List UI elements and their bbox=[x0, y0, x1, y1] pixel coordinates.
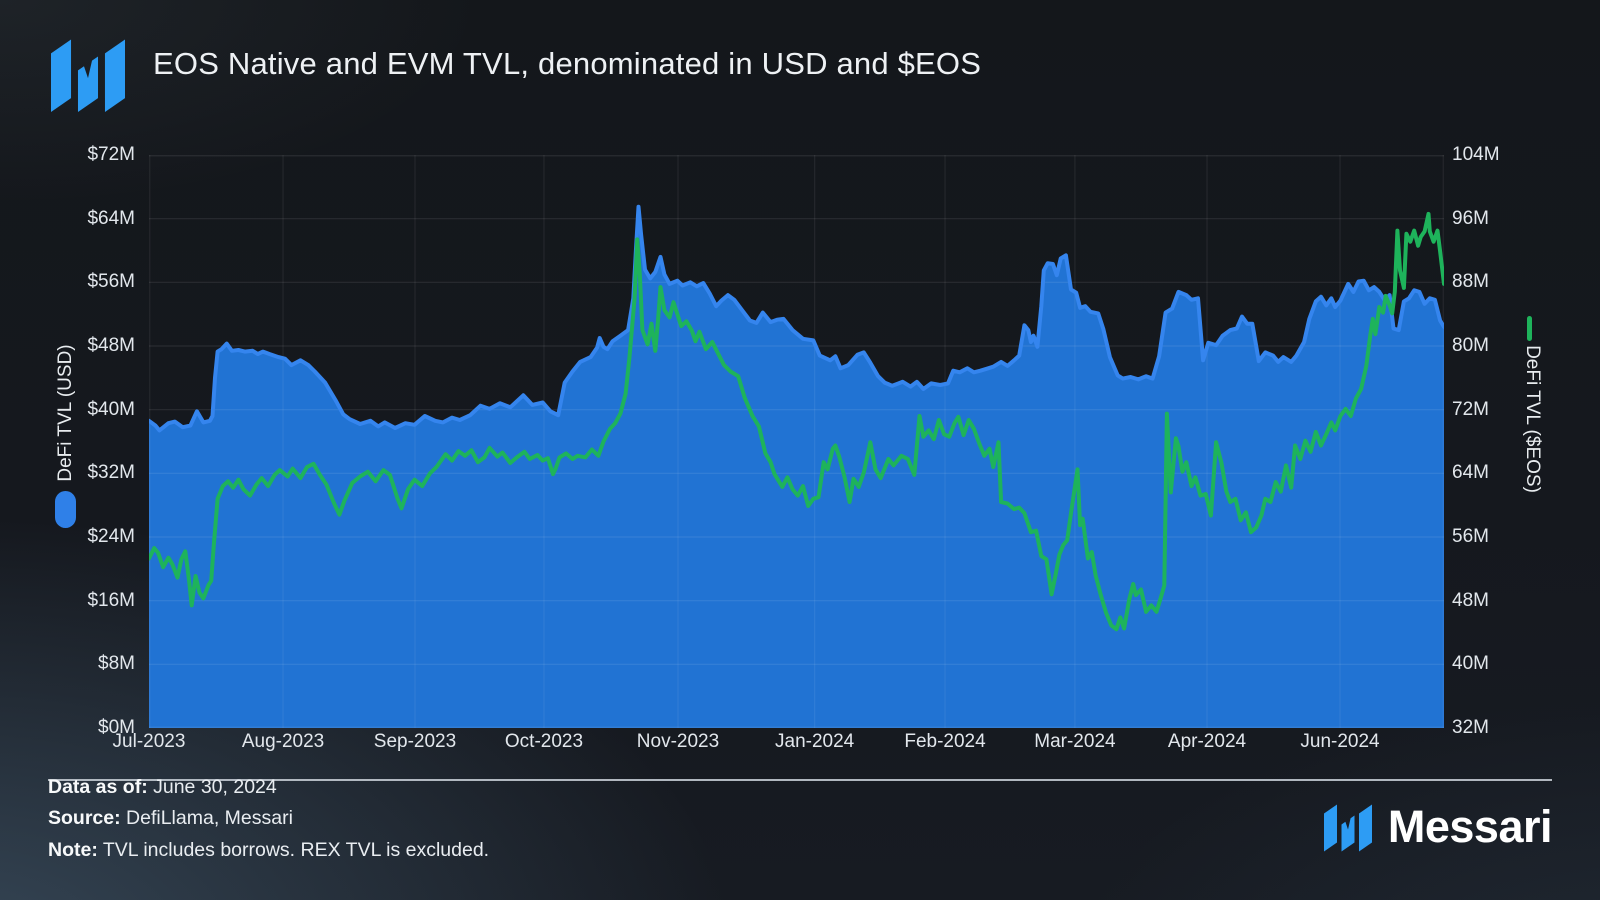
source-row: Source: DefiLlama, Messari bbox=[48, 807, 293, 829]
x-axis-tick: Feb-2024 bbox=[904, 731, 986, 752]
source-label: Source: bbox=[48, 807, 121, 829]
logo-shard bbox=[1358, 804, 1372, 851]
right-axis-tick: 56M bbox=[1452, 526, 1489, 547]
note-row: Note: TVL includes borrows. REX TVL is e… bbox=[48, 839, 489, 861]
brand-lockup: Messari bbox=[1323, 798, 1553, 856]
left-axis-tick: $8M bbox=[98, 653, 135, 675]
x-axis-tick: Jan-2024 bbox=[775, 731, 855, 752]
left-axis-tick: $72M bbox=[87, 144, 135, 165]
messari-logo-footer-icon bbox=[1323, 804, 1372, 851]
source-value: DefiLlama, Messari bbox=[120, 807, 293, 829]
data-as-of-row: Data as of: June 30, 2024 bbox=[48, 776, 277, 798]
x-axis-tick: Aug-2023 bbox=[241, 731, 325, 752]
note-value: TVL includes borrows. REX TVL is exclude… bbox=[97, 839, 490, 861]
data-as-of-label: Data as of: bbox=[48, 776, 148, 798]
usd-area-fill bbox=[149, 206, 1444, 728]
right-axis-tick: 32M bbox=[1452, 717, 1489, 738]
x-axis-tick: Nov-2023 bbox=[636, 731, 720, 752]
right-axis-title: DeFi TVL ($EOS) bbox=[1522, 345, 1543, 493]
right-axis-tick: 48M bbox=[1452, 589, 1489, 611]
right-axis-tick: 88M bbox=[1452, 271, 1489, 293]
usd-area-stroke bbox=[149, 204, 1444, 433]
logo-shard bbox=[51, 39, 72, 112]
messari-logo-icon bbox=[51, 39, 125, 112]
left-axis-tick: $16M bbox=[87, 589, 135, 611]
left-axis-tick: $56M bbox=[87, 271, 135, 293]
left-axis-tick: $48M bbox=[87, 335, 135, 356]
right-axis-tick: 72M bbox=[1452, 398, 1489, 420]
eos-line-legend-swatch bbox=[1527, 316, 1532, 341]
logo-shard bbox=[1341, 815, 1355, 851]
right-axis-tick: 80M bbox=[1452, 335, 1489, 356]
x-axis-tick: Oct-2023 bbox=[504, 731, 584, 752]
tvl-chart-plot bbox=[149, 155, 1444, 728]
left-axis-tick: $40M bbox=[87, 398, 135, 420]
eos-line bbox=[149, 211, 1444, 632]
footer-divider bbox=[48, 779, 1552, 781]
brand-wordmark: Messari bbox=[1387, 801, 1553, 852]
logo-shard bbox=[77, 56, 99, 112]
right-axis-tick: 104M bbox=[1452, 144, 1500, 165]
left-axis-title: DeFi TVL (USD) bbox=[55, 344, 76, 482]
left-axis-tick: $24M bbox=[87, 526, 135, 547]
left-axis-tick: $64M bbox=[87, 207, 135, 229]
data-as-of-value: June 30, 2024 bbox=[147, 776, 277, 798]
right-axis-tick: 40M bbox=[1452, 653, 1489, 675]
left-axis-tick: $32M bbox=[87, 462, 135, 484]
right-axis-tick: 96M bbox=[1452, 207, 1489, 229]
x-axis-tick: Mar-2024 bbox=[1034, 731, 1116, 752]
x-axis-tick: Apr-2024 bbox=[1167, 731, 1247, 752]
page-title: EOS Native and EVM TVL, denominated in U… bbox=[153, 46, 982, 81]
right-axis-tick: 64M bbox=[1452, 462, 1489, 484]
left-axis-tick: $0M bbox=[98, 717, 135, 738]
logo-shard bbox=[104, 39, 125, 112]
x-axis-tick: Sep-2023 bbox=[373, 731, 457, 752]
note-label: Note: bbox=[48, 839, 98, 861]
usd-area-legend-swatch bbox=[55, 491, 76, 528]
x-axis-tick: Jul-2023 bbox=[112, 731, 186, 752]
x-axis-tick: Jun-2024 bbox=[1300, 731, 1380, 752]
logo-shard bbox=[1323, 804, 1337, 851]
